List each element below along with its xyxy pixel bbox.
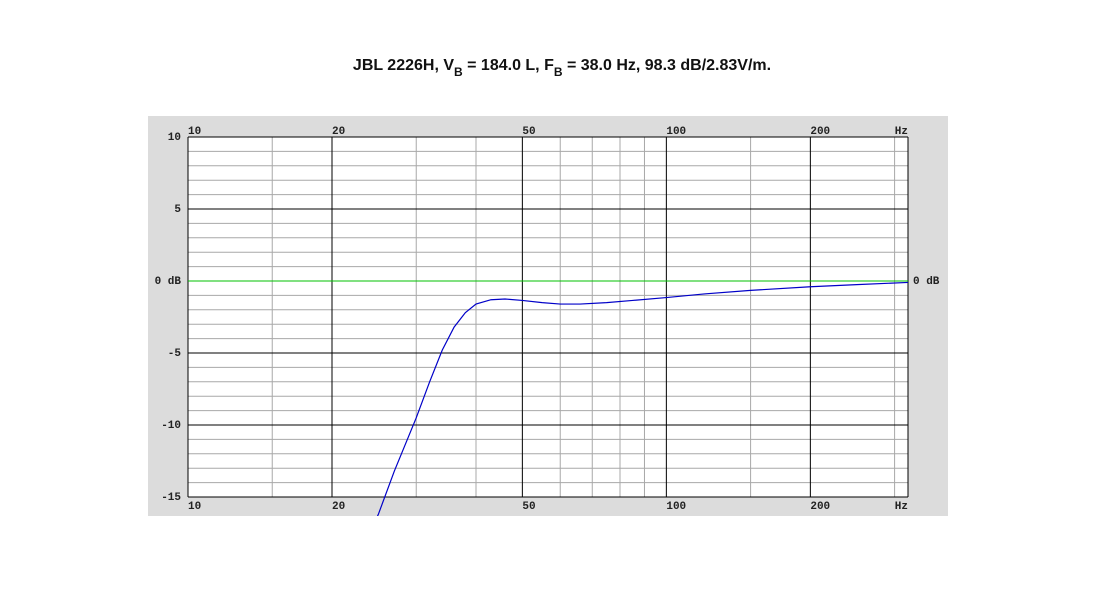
title-sub: B <box>454 65 463 79</box>
y-tick-label: 10 <box>168 132 181 144</box>
title-part: JBL 2226H, V <box>353 57 454 74</box>
x-tick-label: 20 <box>332 501 345 513</box>
y-tick-label-right: 0 dB <box>913 276 940 288</box>
y-tick-label: 0 dB <box>155 276 182 288</box>
chart-title: JBL 2226H, VB = 184.0 L, FB = 38.0 Hz, 9… <box>353 57 771 79</box>
y-tick-label: -10 <box>161 420 181 432</box>
x-tick-label: 200 <box>810 501 830 513</box>
x-tick-label: 200 <box>810 126 830 138</box>
title-part: = 184.0 L, F <box>463 57 554 74</box>
x-tick-label: 50 <box>522 501 535 513</box>
x-tick-label: 50 <box>522 126 535 138</box>
plot-area <box>188 137 908 497</box>
response-curve <box>376 281 909 516</box>
x-tick-label: 100 <box>666 126 686 138</box>
x-tick-label: 10 <box>188 501 201 513</box>
x-unit: Hz <box>895 126 908 138</box>
y-tick-label: -15 <box>161 492 181 504</box>
y-tick-label: 5 <box>174 204 181 216</box>
title-sub: B <box>554 65 563 79</box>
x-unit: Hz <box>895 501 908 513</box>
x-tick-label: 20 <box>332 126 345 138</box>
x-tick-label: 10 <box>188 126 201 138</box>
x-tick-label: 100 <box>666 501 686 513</box>
y-tick-label: -5 <box>168 348 182 360</box>
title-part: = 38.0 Hz, 98.3 dB/2.83V/m. <box>563 57 772 74</box>
